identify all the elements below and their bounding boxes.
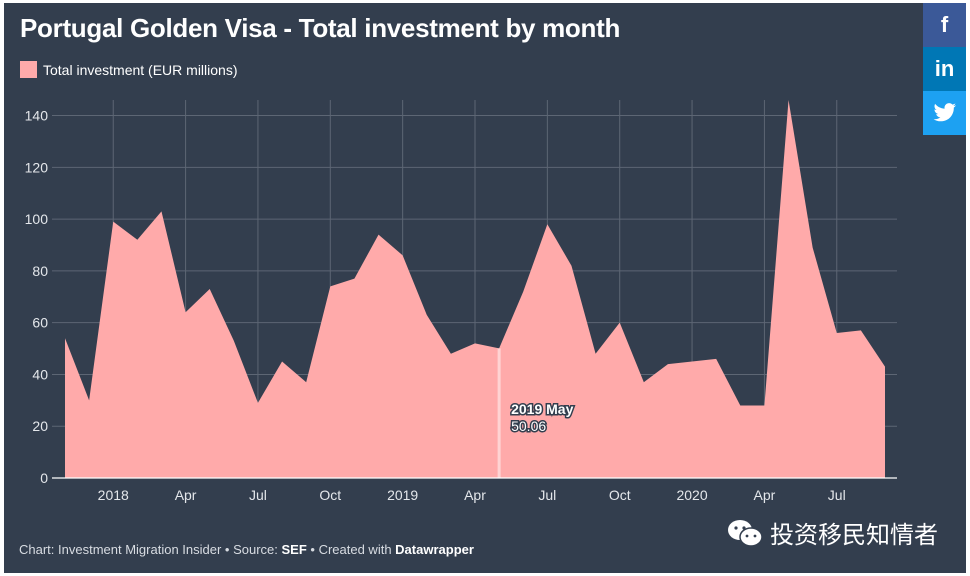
data-point[interactable] bbox=[134, 237, 140, 243]
data-point[interactable] bbox=[376, 232, 382, 238]
area-layer bbox=[62, 97, 888, 478]
data-point[interactable] bbox=[761, 403, 767, 409]
data-point[interactable] bbox=[424, 312, 430, 318]
wechat-icon bbox=[728, 519, 763, 547]
facebook-share-button[interactable]: f bbox=[923, 3, 966, 47]
tooltip-label: 2019 May bbox=[511, 401, 573, 417]
share-bar: f in bbox=[923, 3, 966, 135]
legend-label: Total investment (EUR millions) bbox=[43, 61, 238, 78]
data-point[interactable] bbox=[689, 358, 695, 364]
x-tick-label: Apr bbox=[754, 487, 776, 503]
data-point[interactable] bbox=[86, 397, 92, 403]
data-point[interactable] bbox=[231, 338, 237, 344]
x-tick-label: Oct bbox=[319, 487, 341, 503]
linkedin-icon: in bbox=[934, 56, 955, 81]
data-point[interactable] bbox=[810, 245, 816, 251]
x-tick-label: 2020 bbox=[676, 487, 707, 503]
data-point[interactable] bbox=[786, 97, 792, 103]
x-tick-label: Apr bbox=[464, 487, 486, 503]
data-point[interactable] bbox=[593, 351, 599, 357]
x-tick-label: Apr bbox=[175, 487, 197, 503]
footer-prefix: Chart: Investment Migration Insider • So… bbox=[19, 542, 282, 557]
series-area bbox=[65, 100, 885, 478]
data-point[interactable] bbox=[834, 330, 840, 336]
data-point[interactable] bbox=[327, 283, 333, 289]
watermark-text: 投资移民知情者 bbox=[770, 521, 938, 549]
x-tick-label: 2018 bbox=[98, 487, 129, 503]
data-point[interactable] bbox=[737, 403, 743, 409]
footer-source[interactable]: SEF bbox=[281, 542, 307, 557]
x-tick-label: Oct bbox=[609, 487, 631, 503]
tooltip-value: 50.06 bbox=[511, 418, 546, 434]
data-point[interactable] bbox=[544, 221, 550, 227]
legend: Total investment (EUR millions) bbox=[20, 61, 238, 78]
data-point[interactable] bbox=[62, 335, 68, 341]
y-tick-label: 120 bbox=[25, 159, 49, 175]
y-tick-label: 80 bbox=[32, 263, 48, 279]
footer-middle: • Created with bbox=[306, 542, 396, 557]
x-tick-label: 2019 bbox=[387, 487, 418, 503]
data-point[interactable] bbox=[400, 252, 406, 258]
data-point[interactable] bbox=[713, 356, 719, 362]
y-tick-label: 20 bbox=[32, 418, 48, 434]
data-point[interactable] bbox=[158, 208, 164, 214]
twitter-bird-icon bbox=[933, 103, 956, 122]
y-tick-label: 0 bbox=[40, 470, 48, 486]
data-point[interactable] bbox=[183, 309, 189, 315]
data-point[interactable] bbox=[568, 263, 574, 269]
data-point[interactable] bbox=[303, 379, 309, 385]
twitter-share-button[interactable] bbox=[923, 91, 966, 135]
watermark: 投资移民知情者 bbox=[726, 515, 938, 550]
data-point[interactable] bbox=[858, 327, 864, 333]
data-point[interactable] bbox=[520, 289, 526, 295]
legend-swatch bbox=[20, 61, 37, 78]
data-point[interactable] bbox=[351, 276, 357, 282]
chart-title: Portugal Golden Visa - Total investment … bbox=[20, 13, 621, 43]
data-point[interactable] bbox=[882, 364, 888, 370]
y-tick-label: 60 bbox=[32, 315, 48, 331]
data-point[interactable] bbox=[110, 219, 116, 225]
chart-frame: Portugal Golden Visa - Total investment … bbox=[4, 3, 966, 573]
y-tick-label: 40 bbox=[32, 366, 48, 382]
linkedin-share-button[interactable]: in bbox=[923, 47, 966, 91]
x-tick-label: Jul bbox=[249, 487, 267, 503]
data-point[interactable] bbox=[665, 361, 671, 367]
footer-tool[interactable]: Datawrapper bbox=[395, 542, 474, 557]
data-point[interactable] bbox=[448, 351, 454, 357]
data-point[interactable] bbox=[641, 379, 647, 385]
chart-footer: Chart: Investment Migration Insider • So… bbox=[19, 542, 474, 557]
y-tick-label: 140 bbox=[25, 108, 49, 124]
x-tick-label: Jul bbox=[828, 487, 846, 503]
axis-layer: 0 20 40 60 80 100 120 140 2018 Apr Jul Oct 2019 Apr Ju… bbox=[25, 108, 897, 503]
data-point[interactable] bbox=[617, 320, 623, 326]
data-point[interactable] bbox=[255, 400, 261, 406]
data-point[interactable] bbox=[207, 286, 213, 292]
data-point[interactable] bbox=[472, 340, 478, 346]
y-tick-label: 100 bbox=[25, 211, 49, 227]
data-point[interactable] bbox=[279, 358, 285, 364]
x-tick-label: Jul bbox=[538, 487, 556, 503]
facebook-icon: f bbox=[940, 12, 949, 37]
